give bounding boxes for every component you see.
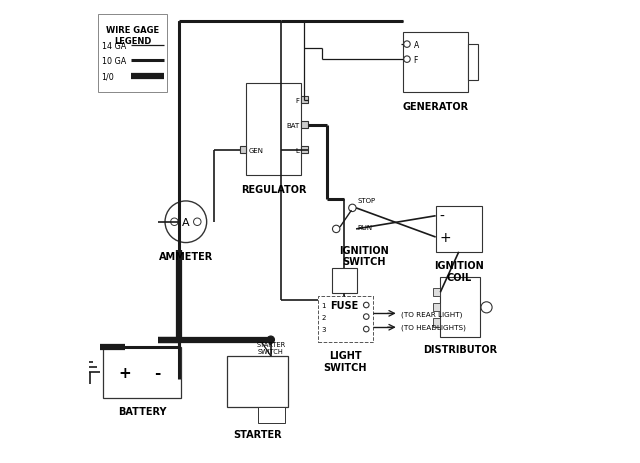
Text: AMMETER: AMMETER (159, 251, 213, 261)
Circle shape (364, 314, 369, 319)
Bar (246, 84, 301, 176)
Bar (317, 296, 373, 342)
Bar (301, 147, 307, 154)
Text: WIRE GAGE
LEGEND: WIRE GAGE LEGEND (106, 26, 159, 45)
Circle shape (267, 336, 275, 344)
Text: LIGHT
SWITCH: LIGHT SWITCH (324, 350, 367, 372)
Circle shape (333, 226, 340, 233)
Text: STOP: STOP (357, 198, 375, 204)
Text: +: + (118, 365, 131, 380)
Text: GEN: GEN (249, 147, 264, 153)
Text: FUSE: FUSE (330, 301, 358, 311)
Text: 14 GA: 14 GA (102, 42, 126, 50)
Circle shape (193, 219, 201, 226)
Circle shape (364, 303, 369, 308)
Bar (433, 288, 440, 297)
Text: L: L (295, 147, 299, 153)
Text: (TO REAR LIGHT): (TO REAR LIGHT) (401, 310, 462, 317)
Text: F: F (413, 56, 418, 64)
Text: STARTER
SWITCH: STARTER SWITCH (256, 341, 285, 354)
Text: REGULATOR: REGULATOR (241, 184, 307, 194)
Text: 10 GA: 10 GA (102, 56, 126, 66)
Bar (436, 206, 482, 252)
Text: 2: 2 (321, 314, 326, 320)
Bar (257, 407, 285, 423)
Bar (433, 304, 440, 312)
Text: A: A (182, 217, 189, 227)
Text: BATTERY: BATTERY (118, 406, 166, 416)
Text: DISTRIBUTOR: DISTRIBUTOR (423, 344, 497, 355)
Circle shape (165, 201, 207, 243)
Bar (468, 45, 478, 81)
Bar (433, 319, 440, 327)
Text: BAT: BAT (286, 122, 299, 128)
Text: F: F (295, 97, 299, 103)
Circle shape (481, 302, 492, 313)
Bar (440, 278, 479, 338)
Bar (102, 347, 181, 398)
Text: RUN: RUN (357, 224, 372, 230)
Bar (301, 122, 307, 129)
Text: (TO HEADLIGHTS): (TO HEADLIGHTS) (401, 324, 466, 331)
Bar (332, 269, 357, 294)
Text: -: - (439, 209, 444, 223)
Circle shape (171, 219, 178, 226)
Circle shape (364, 326, 369, 332)
Circle shape (404, 42, 410, 48)
Text: IGNITION
COIL: IGNITION COIL (434, 261, 484, 282)
Text: IGNITION
SWITCH: IGNITION SWITCH (339, 245, 389, 267)
Text: 1/0: 1/0 (102, 72, 115, 81)
Bar (227, 356, 287, 407)
Text: -: - (154, 365, 161, 380)
Text: +: + (439, 231, 451, 244)
Bar (403, 33, 468, 93)
Circle shape (404, 57, 410, 63)
Text: 1: 1 (321, 302, 326, 308)
Text: 3: 3 (321, 326, 326, 332)
Bar (301, 97, 307, 104)
Bar (98, 14, 167, 93)
Bar (240, 147, 246, 154)
Text: STARTER: STARTER (233, 429, 282, 439)
Text: GENERATOR: GENERATOR (403, 101, 468, 111)
Text: A: A (413, 41, 419, 50)
Circle shape (349, 205, 356, 212)
